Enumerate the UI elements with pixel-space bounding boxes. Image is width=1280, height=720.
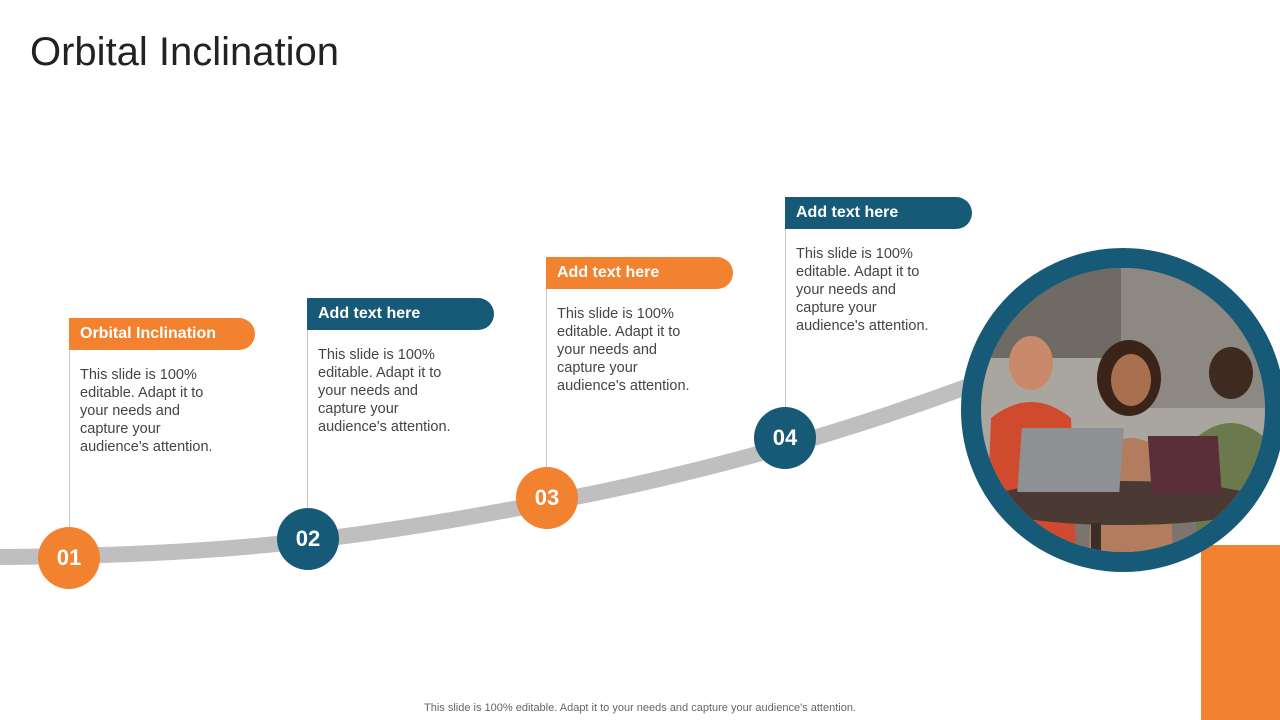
footer-note: This slide is 100% editable. Adapt it to… (424, 702, 856, 714)
step-2-number: 02 (277, 508, 339, 570)
photo-frame (961, 248, 1280, 572)
step-3-number: 03 (516, 467, 578, 529)
step-3-text: This slide is 100% editable. Adapt it to… (557, 306, 690, 394)
step-2-text: This slide is 100% editable. Adapt it to… (318, 347, 451, 435)
step-4-number: 04 (754, 407, 816, 469)
connector-line-3 (546, 289, 547, 469)
connector-line-2 (307, 330, 308, 510)
step-4-heading: Add text here (785, 197, 972, 229)
step-2-heading: Add text here (307, 298, 494, 330)
step-3-heading: Add text here (546, 257, 733, 289)
step-4-text: This slide is 100% editable. Adapt it to… (796, 246, 929, 334)
step-1-number: 01 (38, 527, 100, 589)
slide-title: Orbital Inclination (30, 30, 340, 74)
step-1-heading: Orbital Inclination (69, 318, 255, 350)
people-photo (981, 268, 1265, 552)
step-1-text: This slide is 100% editable. Adapt it to… (80, 367, 213, 455)
connector-line-1 (69, 350, 70, 530)
connector-line-4 (785, 229, 786, 409)
orange-accent-bar (1201, 545, 1280, 720)
